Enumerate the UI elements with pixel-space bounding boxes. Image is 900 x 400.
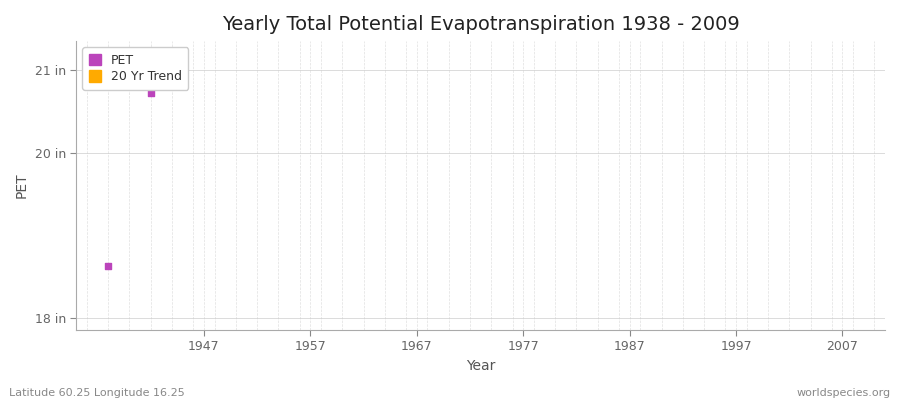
Legend: PET, 20 Yr Trend: PET, 20 Yr Trend — [83, 47, 188, 90]
Point — [143, 90, 157, 96]
Y-axis label: PET: PET — [15, 173, 29, 198]
Text: Latitude 60.25 Longitude 16.25: Latitude 60.25 Longitude 16.25 — [9, 388, 184, 398]
Text: worldspecies.org: worldspecies.org — [796, 388, 891, 398]
X-axis label: Year: Year — [466, 359, 495, 373]
Point — [101, 263, 115, 270]
Title: Yearly Total Potential Evapotranspiration 1938 - 2009: Yearly Total Potential Evapotranspiratio… — [221, 15, 740, 34]
